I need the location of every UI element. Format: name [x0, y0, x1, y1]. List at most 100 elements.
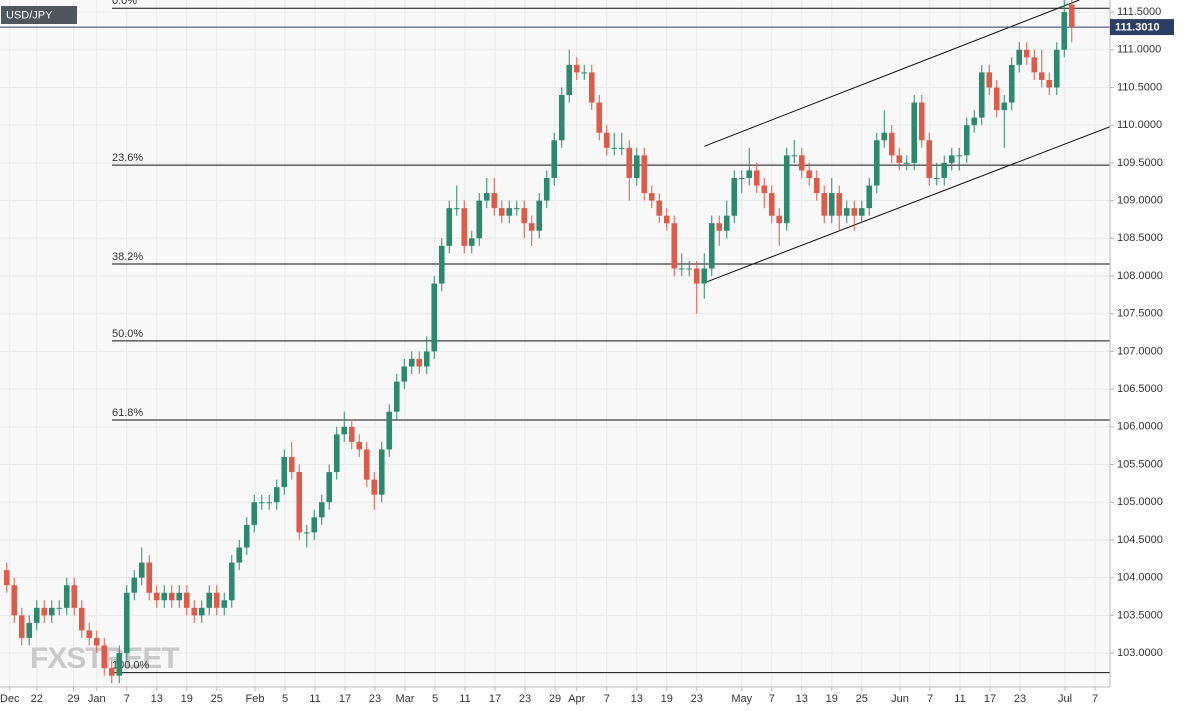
- candle-body: [228, 562, 235, 601]
- candle-body: [828, 193, 835, 216]
- x-tick-label: 11: [954, 693, 965, 705]
- candle-body: [933, 177, 940, 179]
- candle-body: [266, 502, 273, 504]
- candle-body: [63, 585, 70, 608]
- candle-body: [611, 147, 618, 149]
- trend-line: [704, 0, 1080, 147]
- candle-body: [656, 200, 663, 216]
- x-tick-label: 7: [927, 693, 933, 705]
- fib-label: 0.0%: [112, 0, 137, 7]
- x-tick-label: 7: [1092, 693, 1098, 705]
- candle-body: [791, 155, 798, 157]
- candle-body: [716, 223, 723, 231]
- candle-body: [243, 524, 250, 548]
- candle-body: [903, 162, 910, 164]
- candle-body: [318, 502, 325, 518]
- x-tick-label: Apr: [568, 693, 585, 705]
- last-price-box: [1110, 19, 1174, 36]
- candle-body: [176, 592, 183, 601]
- candle-body: [56, 607, 63, 609]
- candle-body: [161, 592, 168, 601]
- candle-body: [731, 177, 738, 216]
- candle-body: [768, 193, 775, 216]
- candle-body: [701, 268, 708, 284]
- x-tick-label: 29: [549, 693, 561, 705]
- candle-body: [101, 645, 108, 669]
- x-tick-label: 19: [181, 693, 193, 705]
- candle-body: [108, 668, 115, 676]
- candle-body: [258, 502, 265, 504]
- candle-body: [26, 622, 33, 638]
- x-tick-label: 25: [856, 693, 868, 705]
- candle-body: [588, 72, 595, 103]
- y-tick-label: 110.0000: [1117, 119, 1162, 131]
- candle-body: [386, 411, 393, 450]
- candle-body: [1001, 102, 1008, 111]
- x-tick-label: Jul: [1058, 693, 1072, 705]
- candle-body: [963, 125, 970, 156]
- candle-body: [311, 517, 318, 533]
- candle-body: [626, 147, 633, 178]
- x-tick-label: Dec: [0, 693, 20, 705]
- candle-body: [723, 215, 730, 231]
- candle-body: [198, 607, 205, 616]
- candle-body: [41, 607, 48, 616]
- candle-body: [941, 162, 948, 178]
- candle-body: [498, 208, 505, 216]
- candle-body: [1053, 49, 1060, 88]
- candle-body: [78, 607, 85, 631]
- candle-body: [708, 223, 715, 269]
- fib-label: 23.6%: [112, 152, 143, 164]
- candle-body: [506, 208, 513, 216]
- candle-body: [491, 193, 498, 209]
- candle-body: [138, 562, 145, 578]
- x-tick-label: 17: [984, 693, 996, 705]
- candle-body: [483, 193, 490, 201]
- x-tick-label: Feb: [246, 693, 265, 705]
- y-tick-label: 111.0000: [1117, 44, 1161, 56]
- candle-body: [408, 358, 415, 367]
- candle-body: [423, 351, 430, 367]
- candle-body: [236, 547, 243, 563]
- candle-body: [3, 570, 10, 586]
- candle-body: [206, 592, 213, 608]
- candle-body: [603, 132, 610, 148]
- candle-body: [288, 456, 295, 473]
- x-tick-label: 7: [604, 693, 610, 705]
- candle-body: [1023, 49, 1030, 58]
- candle-body: [71, 585, 78, 608]
- candle-body: [761, 185, 768, 194]
- candle-body: [543, 177, 550, 201]
- axes: 103.0000 103.5000 104.0000 104.5000 105.0000…: [0, 6, 1174, 705]
- candle-body: [558, 95, 565, 141]
- candle-body: [918, 102, 925, 141]
- candle-body: [926, 140, 933, 178]
- candle-body: [528, 223, 535, 231]
- candle-body: [281, 456, 288, 488]
- symbol-box: [1, 6, 77, 24]
- candle-body: [183, 592, 190, 608]
- candle-body: [446, 208, 453, 246]
- candle-body: [671, 223, 678, 269]
- candle-body: [153, 592, 160, 601]
- candle-body: [146, 562, 153, 593]
- candle-body: [431, 283, 438, 352]
- candle-body: [251, 502, 258, 525]
- candle-body: [573, 64, 580, 73]
- candle-body: [476, 200, 483, 239]
- candle-body: [566, 64, 573, 96]
- y-tick-label: 104.0000: [1117, 572, 1163, 584]
- candle-body: [618, 147, 625, 149]
- y-tick-label: 105.0000: [1117, 496, 1163, 508]
- candle-body: [746, 170, 753, 178]
- x-tick-label: May: [731, 693, 752, 705]
- y-tick-label: 106.0000: [1117, 421, 1163, 433]
- candle-body: [123, 592, 130, 654]
- candle-body: [753, 170, 760, 186]
- candle-body: [971, 117, 978, 126]
- candle-body: [416, 358, 423, 367]
- y-tick-label: 111.5000: [1117, 6, 1161, 18]
- candle-body: [881, 132, 888, 141]
- candle-body: [663, 215, 670, 224]
